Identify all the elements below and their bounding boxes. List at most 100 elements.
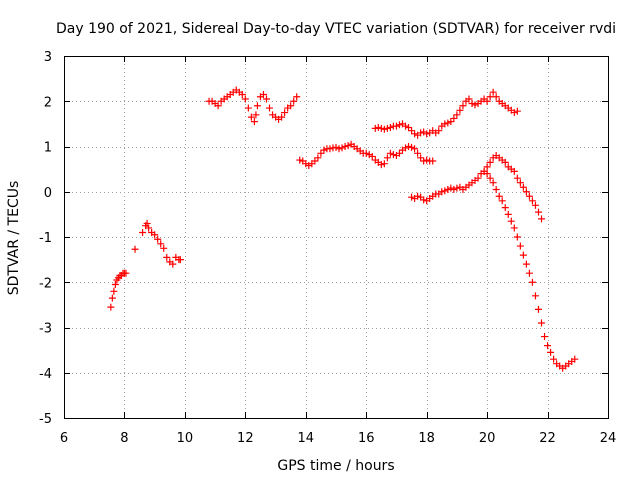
y-tick-label: -5 <box>39 412 52 427</box>
data-points <box>107 86 579 372</box>
data-point <box>143 219 151 227</box>
data-point <box>417 129 425 137</box>
data-point <box>344 142 352 150</box>
data-point <box>513 107 521 115</box>
data-point <box>492 185 500 193</box>
series-arc-1 <box>107 269 130 311</box>
data-point <box>411 145 419 153</box>
x-tick-label: 20 <box>479 431 496 446</box>
data-point <box>386 123 394 131</box>
data-point <box>513 174 521 182</box>
data-point <box>444 185 452 193</box>
data-point <box>504 210 512 218</box>
data-point <box>486 158 494 166</box>
data-point <box>241 95 249 103</box>
data-point <box>519 183 527 191</box>
data-point <box>377 124 385 132</box>
data-point <box>290 97 298 105</box>
data-point <box>296 156 304 164</box>
data-point <box>154 235 162 243</box>
y-tick-label: -2 <box>39 276 52 291</box>
data-point <box>262 95 270 103</box>
x-tick-label: 18 <box>418 431 435 446</box>
data-point <box>395 121 403 129</box>
data-point <box>525 192 533 200</box>
data-point <box>259 90 267 98</box>
data-point <box>438 188 446 196</box>
data-point <box>495 192 503 200</box>
data-point <box>405 123 413 131</box>
data-point <box>550 355 558 363</box>
data-point <box>417 154 425 162</box>
data-point <box>513 233 521 241</box>
data-point <box>176 256 184 264</box>
data-point <box>383 124 391 132</box>
data-point <box>423 130 431 138</box>
data-point <box>314 154 322 162</box>
data-point <box>489 88 497 96</box>
data-point <box>266 104 274 112</box>
series-arc-7 <box>480 167 579 372</box>
data-point <box>244 104 252 112</box>
series-arc-2 <box>139 219 184 268</box>
data-point <box>492 93 500 101</box>
data-point <box>522 188 530 196</box>
y-tick-label: 1 <box>44 141 52 156</box>
data-point <box>414 192 422 200</box>
data-point <box>525 269 533 277</box>
data-point <box>547 348 555 356</box>
data-point <box>510 224 518 232</box>
data-point <box>483 170 491 178</box>
x-tick-label: 16 <box>358 431 375 446</box>
x-tick-label: 14 <box>298 431 315 446</box>
data-point <box>522 260 530 268</box>
series-arc-4 <box>296 140 437 170</box>
data-point <box>380 125 388 133</box>
data-point <box>151 231 159 239</box>
data-point <box>214 102 222 110</box>
data-point <box>531 292 539 300</box>
data-point <box>108 294 116 302</box>
data-point <box>423 156 431 164</box>
data-point <box>139 228 147 236</box>
data-point <box>486 174 494 182</box>
data-point <box>420 196 428 204</box>
data-point <box>531 201 539 209</box>
data-point <box>441 120 449 128</box>
data-point <box>402 122 410 130</box>
data-point <box>368 152 376 160</box>
data-point <box>516 179 524 187</box>
series-arc-6 <box>408 152 546 223</box>
data-point <box>341 143 349 150</box>
data-point <box>408 127 416 135</box>
series-arc-5 <box>371 88 521 139</box>
data-point <box>408 143 416 151</box>
data-point <box>371 124 379 132</box>
data-point <box>483 97 491 105</box>
data-point <box>395 149 403 157</box>
data-point <box>389 151 397 159</box>
data-point <box>528 278 536 286</box>
x-tick-label: 24 <box>600 431 617 446</box>
data-point <box>110 287 118 295</box>
data-point <box>374 123 382 131</box>
data-point <box>486 93 494 101</box>
data-point <box>362 149 370 157</box>
data-point <box>163 253 171 261</box>
data-point <box>320 146 328 154</box>
data-point <box>501 204 509 212</box>
y-tick-label: 3 <box>44 50 52 65</box>
y-tick-label: -4 <box>39 367 52 382</box>
data-point <box>238 90 246 98</box>
data-point <box>405 143 413 150</box>
data-point <box>501 158 509 166</box>
data-point <box>528 197 536 205</box>
data-point <box>122 269 130 277</box>
data-point <box>107 303 115 311</box>
data-point <box>541 333 549 341</box>
y-tick-label: -1 <box>39 231 52 246</box>
data-point <box>516 242 524 250</box>
data-point <box>429 157 437 165</box>
data-point <box>465 95 473 103</box>
data-point <box>332 143 340 151</box>
